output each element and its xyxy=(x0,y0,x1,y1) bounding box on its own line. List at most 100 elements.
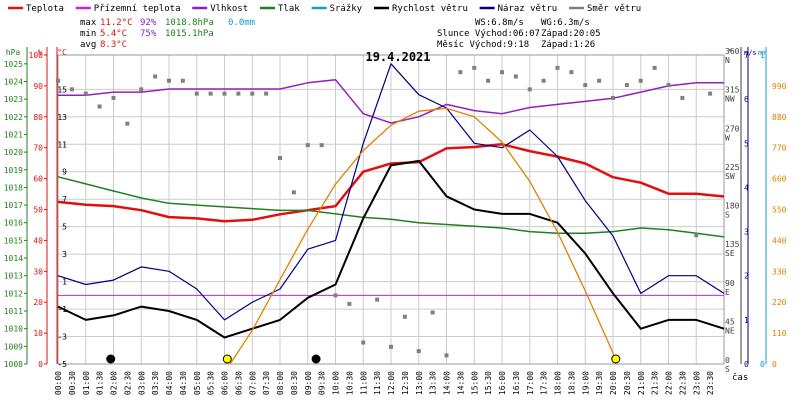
ms-tick-label: 6 xyxy=(744,95,749,104)
dir-point xyxy=(416,349,421,354)
rad-tick-label: 440 xyxy=(772,236,787,245)
pct-tick-label: 10 xyxy=(33,329,43,338)
chart-legend: Teplota Přízemní teplota Vlhkost Tlak Srážky… xyxy=(8,4,641,14)
rad-tick-label: 0 xyxy=(772,360,777,369)
dir-axis-label: ° xyxy=(728,48,733,57)
x-axis-label: čas xyxy=(732,372,748,383)
stat-min-hum: 75% xyxy=(140,29,157,39)
dir-point xyxy=(472,65,477,70)
info-block: WS:6.8m/s WG:6.3m/s Slunce Východ:06:07 … xyxy=(437,18,601,50)
dir-point xyxy=(236,91,241,96)
dir-tick-label: 90 xyxy=(725,279,735,288)
dir-point xyxy=(583,83,588,88)
x-tick-label: 08:30 xyxy=(290,371,299,395)
dir-point xyxy=(69,87,74,92)
hpa-tick-label: 1024 xyxy=(4,77,23,86)
hpa-tick-label: 1008 xyxy=(4,360,23,369)
temp-line xyxy=(57,143,725,223)
dir-point xyxy=(291,190,296,195)
x-tick-label: 17:30 xyxy=(540,371,549,395)
dir-point xyxy=(694,233,699,238)
dir-point xyxy=(347,301,352,306)
dir-point xyxy=(638,78,643,83)
hpa-tick-label: 1019 xyxy=(4,166,23,175)
x-tick-label: 19:30 xyxy=(595,371,604,395)
left-axes: hPa1008100910101011101210131014101510161… xyxy=(4,47,67,369)
x-tick-label: 21:00 xyxy=(637,371,646,395)
ms-tick-label: 1 xyxy=(744,316,749,325)
x-tick-label: 03:30 xyxy=(151,371,160,395)
dir-point xyxy=(500,70,504,75)
x-tick-label: 07:00 xyxy=(248,371,257,395)
temp-tick-label: -5 xyxy=(57,360,67,369)
dir-tick-label: 270 xyxy=(725,124,740,133)
legend-label-dir: Směr větru xyxy=(587,4,641,14)
x-tick-label: 04:30 xyxy=(179,371,188,395)
pct-tick-label: 60 xyxy=(33,175,43,184)
info-moon-set: Západ:1:26 xyxy=(541,40,595,50)
info-sun: Slunce Východ:06:07 xyxy=(437,29,540,39)
x-tick-label: 15:00 xyxy=(470,371,479,395)
x-tick-label: 00:00 xyxy=(54,371,63,395)
x-tick-label: 00:30 xyxy=(68,371,77,395)
temp-tick-label: 11 xyxy=(57,140,67,149)
hpa-tick-label: 1009 xyxy=(4,342,23,351)
dir-point xyxy=(430,310,435,315)
dir-point xyxy=(541,78,546,83)
pct-tick-label: 0 xyxy=(38,360,43,369)
dir-point xyxy=(624,83,629,88)
stat-max-label: max xyxy=(80,18,97,28)
rad-tick-label: 330 xyxy=(772,267,787,276)
dir-point xyxy=(680,95,685,100)
pct-tick-label: 70 xyxy=(33,144,43,153)
x-tick-label: 02:00 xyxy=(110,371,119,395)
x-tick-label: 20:30 xyxy=(623,371,632,395)
dir-point xyxy=(444,353,449,358)
dir-point xyxy=(458,70,463,75)
moonset-marker xyxy=(106,354,116,364)
temp-tick-label: -3 xyxy=(57,333,67,342)
x-tick-label: 15:30 xyxy=(484,371,493,395)
dir-point xyxy=(389,344,393,349)
gust-line xyxy=(57,63,725,321)
legend-label-hum: Vlhkost xyxy=(210,4,248,14)
rad-tick-label: 110 xyxy=(772,329,787,338)
x-tick-label: 19:00 xyxy=(581,371,590,395)
x-tick-label: 14:00 xyxy=(443,371,452,395)
info-moon: Měsíc Východ:9:18 xyxy=(437,40,529,50)
x-tick-label: 10:00 xyxy=(332,371,341,395)
hpa-tick-label: 1010 xyxy=(4,325,23,334)
dir-point xyxy=(167,78,171,83)
rad-tick-label: 880 xyxy=(772,113,787,122)
dir-tick-name: NE xyxy=(725,326,735,335)
ms-tick-label: 0 xyxy=(744,360,749,369)
hpa-tick-label: 1025 xyxy=(4,60,23,69)
legend-label-gust: Náraz větru xyxy=(498,4,558,14)
dir-point xyxy=(97,104,102,109)
dir-point xyxy=(333,293,338,298)
pct-tick-label: 20 xyxy=(33,298,43,307)
dir-tick-label: 315 xyxy=(725,86,740,95)
x-tick-label: 22:30 xyxy=(678,371,687,395)
x-tick-label: 13:00 xyxy=(415,371,424,395)
dir-point xyxy=(194,91,199,96)
wind-line xyxy=(57,159,725,339)
legend-label-rain: Srážky xyxy=(330,4,363,14)
pct-tick-label: 50 xyxy=(33,206,43,215)
dir-tick-label: 180 xyxy=(725,202,740,211)
dir-point xyxy=(222,91,227,96)
hpa-tick-label: 1022 xyxy=(4,113,23,122)
hpa-tick-label: 1020 xyxy=(4,148,23,157)
sunrise-marker xyxy=(222,354,232,364)
x-tick-label: 06:00 xyxy=(221,371,230,395)
x-tick-label: 05:00 xyxy=(193,371,202,395)
pct-tick-label: 100 xyxy=(29,51,44,60)
hpa-tick-label: 1016 xyxy=(4,219,23,228)
hpa-tick-label: 1021 xyxy=(4,130,23,139)
dir-tick-name: S xyxy=(725,211,730,220)
x-tick-label: 09:00 xyxy=(304,371,313,395)
dir-point xyxy=(83,91,88,96)
dir-point xyxy=(402,314,407,319)
dir-tick-name: N xyxy=(725,56,730,65)
hpa-tick-label: 1012 xyxy=(4,289,23,298)
